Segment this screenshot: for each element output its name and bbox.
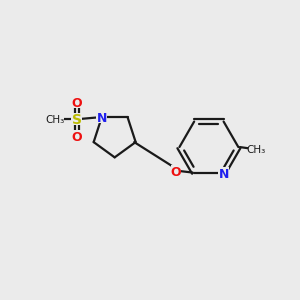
Text: O: O [71,97,82,110]
Text: O: O [171,166,181,179]
Bar [71,130,82,142]
Bar [71,113,82,125]
Bar [171,165,181,177]
Text: CH₃: CH₃ [246,145,266,154]
Text: O: O [71,131,82,144]
Text: CH₃: CH₃ [46,115,65,125]
Bar [218,167,229,178]
Bar [47,113,64,125]
Text: N: N [97,112,107,125]
Text: N: N [218,168,229,181]
Text: S: S [72,113,82,128]
Bar [96,112,107,123]
Bar [71,96,82,108]
Bar [248,142,264,154]
